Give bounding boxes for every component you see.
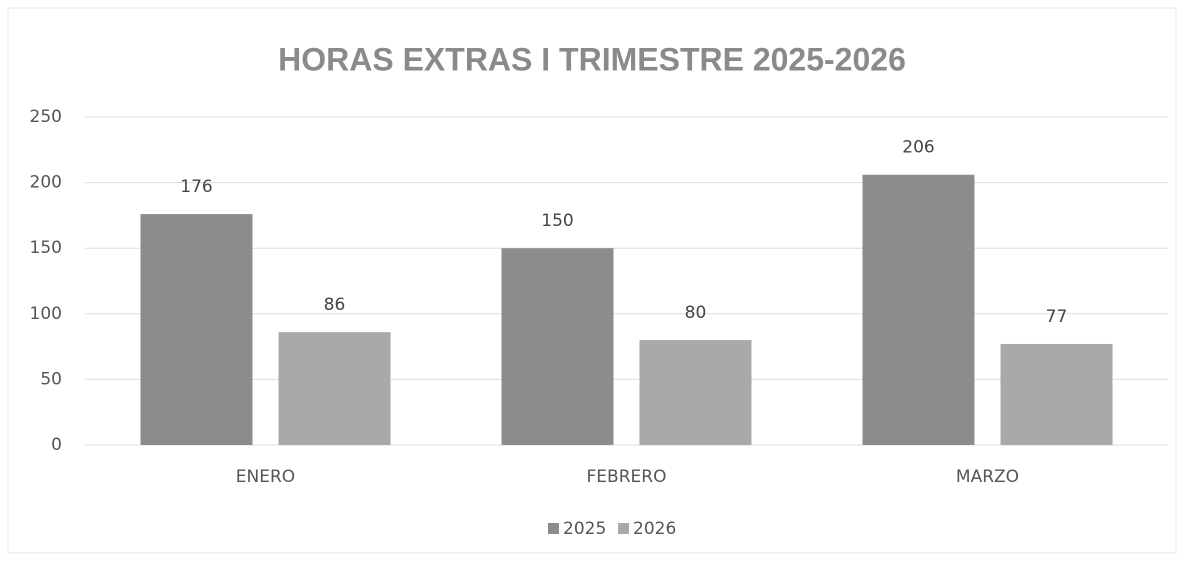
data-label: 206	[902, 138, 934, 158]
bar	[140, 214, 253, 445]
y-tick-label: 200	[30, 173, 62, 193]
y-tick-label: 150	[30, 238, 62, 258]
bar	[1000, 343, 1113, 445]
x-tick-label: FEBRERO	[587, 467, 667, 487]
data-label: 150	[541, 211, 573, 231]
data-label: 77	[1046, 307, 1068, 327]
bar	[862, 174, 975, 445]
y-tick-label: 50	[40, 369, 62, 389]
legend-swatch	[618, 523, 629, 534]
x-tick-label: ENERO	[236, 467, 295, 487]
bar	[639, 340, 752, 445]
data-label: 80	[685, 303, 707, 323]
data-label: 86	[324, 295, 346, 315]
x-tick-label: MARZO	[956, 467, 1019, 487]
y-tick-label: 0	[51, 435, 62, 455]
chart-title: HORAS EXTRAS I TRIMESTRE 2025-2026	[278, 41, 906, 77]
data-label: 176	[180, 177, 212, 197]
legend-label: 2025	[563, 519, 606, 539]
bar	[501, 248, 614, 445]
y-tick-label: 250	[30, 107, 62, 127]
y-tick-label: 100	[30, 304, 62, 324]
legend-label: 2026	[633, 519, 676, 539]
legend-swatch	[548, 523, 559, 534]
bar	[278, 332, 391, 445]
